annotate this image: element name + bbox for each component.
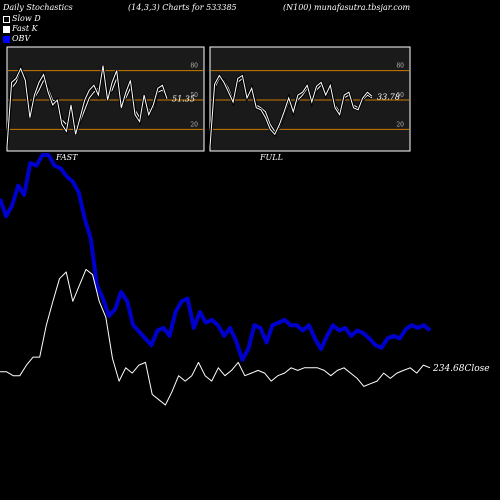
legend-swatch-obv bbox=[3, 35, 10, 43]
full-level-label-20: 20 bbox=[396, 121, 404, 128]
legend-swatch-fast-k bbox=[3, 25, 10, 33]
fast-panel-frame bbox=[6, 46, 205, 152]
close-price-line bbox=[0, 268, 431, 406]
fast-series-1-line bbox=[6, 65, 168, 148]
legend-item-slow-d: Slow D bbox=[3, 14, 41, 24]
full-level-label-80: 80 bbox=[396, 63, 404, 70]
full-stochastic-panel: 20 50 80 33.78 FULL bbox=[208, 46, 411, 162]
full-level-label-50: 50 bbox=[396, 92, 404, 99]
legend-label-obv: OBV bbox=[12, 34, 31, 43]
legend-label-fast-k: Fast K bbox=[12, 24, 38, 33]
legend-item-obv: OBV bbox=[3, 34, 41, 44]
fast-stochastic-panel: 20 50 80 51.35 FAST bbox=[5, 46, 205, 162]
fast-last-value: 51.35 bbox=[172, 95, 195, 104]
full-last-value: 33.78 bbox=[377, 92, 400, 101]
full-series-1-line bbox=[209, 74, 373, 148]
legend-item-fast-k: Fast K bbox=[3, 24, 41, 34]
fast-level-label-80: 80 bbox=[190, 63, 198, 70]
full-panel-label: FULL bbox=[259, 153, 283, 162]
legend-swatch-slow-d bbox=[3, 15, 10, 23]
fast-level-label-50: 50 bbox=[190, 92, 198, 99]
fast-level-label-20: 20 bbox=[190, 121, 198, 128]
legend: Slow D Fast K OBV bbox=[3, 14, 41, 44]
chart-title-center: (14,3,3) Charts for 533385 bbox=[128, 3, 237, 12]
legend-label-slow-d: Slow D bbox=[12, 14, 41, 23]
fast-panel-label: FAST bbox=[55, 153, 78, 162]
close-price-label: 234.68Close bbox=[432, 364, 490, 374]
chart-title-right: (N100) munafasutra.tbsjar.com bbox=[283, 3, 411, 12]
chart-title-left: Daily Stochastics bbox=[3, 3, 73, 12]
obv-line bbox=[0, 153, 432, 362]
